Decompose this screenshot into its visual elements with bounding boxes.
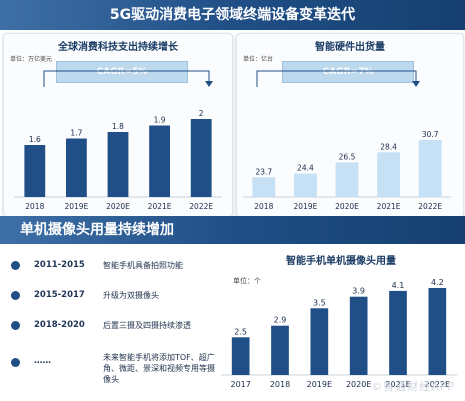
data-label-2017: 2.5	[234, 327, 247, 336]
bar-2018	[271, 325, 289, 375]
bar-2022E	[418, 140, 442, 197]
data-label-2018: 1.6	[29, 135, 41, 144]
camera-usage-panel: 2011-2015 智能手机具备拍照功能 2015-2017 升级为双摄像头 2…	[1, 244, 463, 400]
timeline-bullet	[11, 261, 20, 270]
watermark: ©智通财经APP	[371, 380, 455, 393]
x-tick-2017: 2017	[230, 380, 250, 389]
data-label-2021E: 4.1	[392, 281, 405, 290]
x-tick-2022E: 2022E	[425, 380, 450, 389]
section-banner: 单机摄像头用量持续增加	[0, 216, 465, 244]
data-label-2018: 2.9	[274, 316, 287, 325]
x-tick-2022E: 2022E	[418, 202, 442, 211]
timeline-period: 2011-2015	[34, 260, 85, 270]
left-cagr-label: CAGR=5%	[56, 61, 188, 83]
data-label-2018: 23.7	[255, 167, 272, 176]
x-tick-2020E: 2020E	[335, 202, 359, 211]
right-chart-title: 智能硬件出货量	[315, 42, 385, 53]
bar-2018	[252, 177, 276, 197]
bar-2021E	[377, 152, 401, 197]
left-bar-chart: 1.6 2018 1.7 2019E 1.8 2020E 1.9 2021E 2 2022E	[14, 70, 222, 211]
data-label-2022E: 4.2	[431, 278, 444, 287]
timeline-text: 智能手机具备拍照功能	[103, 261, 183, 270]
cagr-arrow-line	[256, 70, 417, 87]
data-label-2020E: 3.9	[352, 287, 365, 296]
cagr-arrow-head	[205, 81, 213, 87]
left-chart-title: 全球消费科技支出持续增长	[58, 42, 178, 53]
smart-hardware-shipments-panel: 智能硬件出货量 单位：亿台 CAGR=7% 23.7 2018 24.4 2019E 2…	[236, 33, 464, 217]
data-label-2022E: 30.7	[422, 130, 439, 139]
data-label-2020E: 26.5	[339, 152, 356, 161]
timeline-bullet	[11, 291, 20, 300]
bar-2022E	[428, 288, 447, 375]
timeline-period: 2015-2017	[34, 290, 85, 300]
timeline-text: 后置三摄及四摄持续渗透	[103, 321, 191, 330]
timeline-bullet	[11, 321, 20, 330]
bar-2022E	[190, 119, 212, 197]
cagr-arrow-line	[43, 70, 210, 87]
header-title: 5G驱动消费电子领域终端设备变革迭代	[109, 7, 356, 23]
x-tick-2018: 2018	[25, 202, 44, 211]
x-tick-2022E: 2022E	[189, 202, 213, 211]
timeline-text: 未来智能手机将添加TOF、超广角、微距、景深和视频专用等摄像头	[103, 353, 215, 384]
x-tick-2021E: 2021E	[377, 202, 401, 211]
cagr-arrow-head	[412, 81, 420, 87]
bottom-chart-title: 智能手机单机摄像头用量	[286, 256, 396, 267]
bar-2021E	[149, 125, 170, 197]
x-tick-2018: 2018	[254, 202, 273, 211]
left-chart-unit: 单位：万亿美元	[10, 56, 53, 63]
bar-2020E	[335, 162, 359, 197]
bar-2021E	[389, 290, 407, 375]
x-tick-2021E: 2021E	[385, 380, 410, 389]
right-cagr-label: CAGR=7%	[282, 61, 414, 83]
bar-2020E	[349, 296, 368, 375]
right-bar-chart: 23.7 2018 24.4 2019E 26.5 2020E 28.4 2021E 30.7 2…	[243, 70, 451, 211]
bar-2019E	[66, 138, 87, 197]
data-label-2021E: 28.4	[380, 142, 397, 151]
data-label-2021E: 1.9	[154, 116, 166, 125]
timeline-period: ……	[34, 356, 51, 366]
bar-2019E	[293, 173, 317, 197]
data-label-2022E: 2	[199, 109, 204, 118]
x-tick-2020E: 2020E	[106, 202, 130, 211]
bar-2018	[24, 145, 46, 197]
x-tick-2019E: 2019E	[293, 202, 317, 211]
data-label-2019E: 24.4	[297, 164, 314, 173]
x-tick-2021E: 2021E	[148, 202, 172, 211]
data-label-2019E: 1.7	[70, 129, 82, 138]
bottom-chart-unit: 单位：个	[233, 277, 261, 285]
bar-2017	[231, 337, 250, 375]
bar-2019E	[310, 308, 329, 375]
timeline-bullet	[11, 358, 20, 367]
timeline-period: 2018-2020	[34, 320, 85, 330]
x-tick-2020E: 2020E	[346, 380, 371, 389]
data-label-2020E: 1.8	[112, 122, 124, 131]
right-chart-unit: 单位：亿台	[243, 56, 274, 63]
x-tick-2018: 2018	[270, 380, 290, 389]
header-banner: 5G驱动消费电子领域终端设备变革迭代	[0, 0, 465, 30]
x-tick-2019E: 2019E	[307, 380, 332, 389]
timeline-text: 升级为双摄像头	[103, 291, 159, 300]
section-title: 单机摄像头用量持续增加	[20, 222, 174, 238]
bar-2020E	[107, 132, 129, 197]
data-label-2019E: 3.5	[313, 298, 326, 307]
x-tick-2019E: 2019E	[64, 202, 88, 211]
consumer-tech-spending-panel: 全球消费科技支出持续增长 单位：万亿美元 CAGR=5% 1.6 2018 1.7 2…	[3, 33, 233, 217]
bottom-bar-chart: 2.5 2017 2.9 2018 3.5 2019E 3.9 2020E 4.1 2021E 4.…	[221, 278, 457, 389]
